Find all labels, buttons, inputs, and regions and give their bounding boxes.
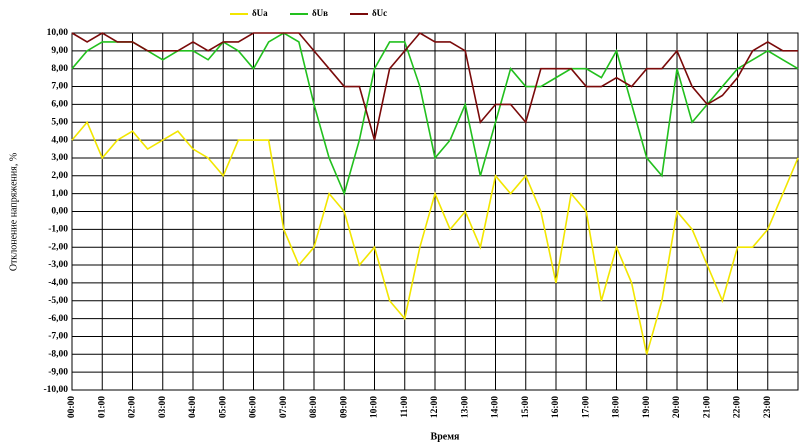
y-tick-label: 10,00	[47, 28, 69, 38]
y-tick-label: 7,00	[51, 82, 68, 92]
x-tick-label: 04:00	[188, 396, 198, 418]
data-line	[71, 31, 798, 141]
y-tick-label: 8,00	[51, 64, 68, 74]
y-tick-label: -1,00	[48, 225, 68, 235]
x-tick-label: 05:00	[218, 396, 228, 418]
x-tick-label: 03:00	[158, 396, 168, 418]
x-tick-label: 02:00	[128, 396, 138, 418]
x-axis-title: Время	[431, 431, 460, 442]
x-tick-label: 07:00	[279, 396, 289, 418]
y-tick-label: 4,00	[51, 135, 68, 145]
x-tick-label: 19:00	[642, 396, 652, 418]
data-line	[71, 120, 799, 355]
y-tick-label: -2,00	[48, 242, 68, 252]
y-tick-label: -8,00	[48, 349, 68, 359]
x-tick-label: 08:00	[309, 396, 319, 418]
x-tick-label: 09:00	[339, 396, 349, 418]
data-line	[71, 32, 799, 197]
x-tick-label: 17:00	[581, 396, 591, 418]
x-tick-label: 10:00	[370, 396, 380, 418]
y-tick-label: -4,00	[48, 278, 68, 288]
y-tick-label: 1,00	[51, 189, 68, 199]
y-tick-label: -6,00	[48, 314, 68, 324]
legend-label: δUa	[252, 8, 268, 18]
y-tick-label: 5,00	[51, 117, 68, 127]
x-tick-label: 20:00	[672, 396, 682, 418]
y-tick-label: -10,00	[43, 385, 68, 395]
legend-label: δUc	[372, 8, 387, 18]
y-tick-label: 6,00	[51, 100, 68, 110]
y-tick-label: 0,00	[51, 207, 68, 217]
x-tick-label: 01:00	[97, 396, 107, 418]
x-tick-label: 23:00	[763, 396, 773, 418]
x-tick-label: 16:00	[551, 396, 561, 418]
x-tick-label: 15:00	[521, 396, 531, 418]
y-tick-label: -5,00	[48, 296, 68, 306]
y-tick-label: 3,00	[51, 153, 68, 163]
y-tick-label: -9,00	[48, 367, 68, 377]
y-tick-label: 2,00	[51, 171, 68, 181]
x-tick-label: 18:00	[612, 396, 622, 418]
legend-label: δUв	[312, 8, 328, 18]
x-tick-label: 11:00	[400, 396, 410, 418]
x-tick-label: 12:00	[430, 396, 440, 418]
y-tick-label: 9,00	[51, 46, 68, 56]
x-tick-label: 22:00	[733, 396, 743, 418]
x-tick-label: 21:00	[702, 396, 712, 418]
y-axis-title: Отклонение напряжения, %	[8, 153, 19, 271]
y-tick-label: -3,00	[48, 260, 68, 270]
x-tick-label: 13:00	[460, 396, 470, 418]
x-tick-label: 14:00	[491, 396, 501, 418]
x-tick-label: 06:00	[249, 396, 259, 418]
x-tick-label: 00:00	[67, 396, 77, 418]
y-tick-label: -7,00	[48, 332, 68, 342]
